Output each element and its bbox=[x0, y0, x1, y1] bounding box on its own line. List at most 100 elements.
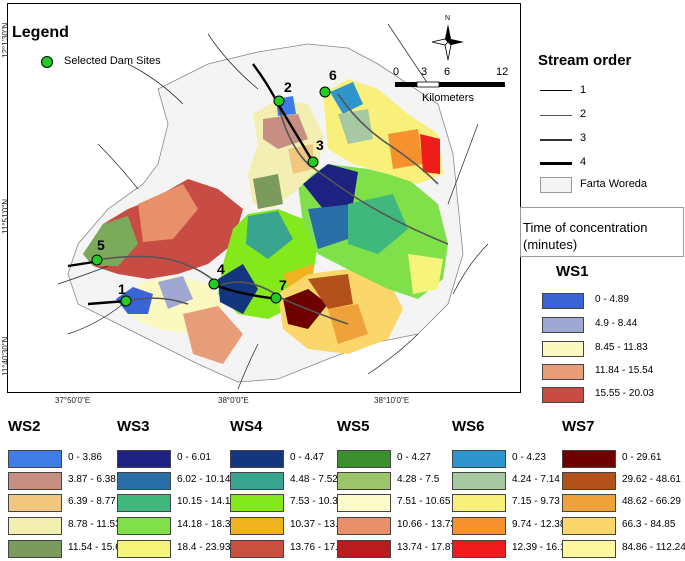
ws1-title: WS1 bbox=[556, 263, 589, 280]
streams-order-1 bbox=[57, 23, 489, 390]
ws4-swatch-3 bbox=[230, 494, 284, 512]
ws5-swatch-5 bbox=[337, 540, 391, 558]
ws1-swatch-4 bbox=[542, 364, 584, 380]
ws6-range-4: 9.74 - 12.38 bbox=[512, 519, 566, 530]
ws2-range-4: 8.78 - 11.53 bbox=[68, 519, 121, 530]
dam-site-4 bbox=[208, 278, 220, 290]
ws3-zone-blue bbox=[308, 204, 353, 249]
ws6-range-3: 7.15 - 9.73 bbox=[512, 496, 560, 507]
ws3-range-1: 0 - 6.01 bbox=[177, 452, 211, 463]
toc-box bbox=[520, 207, 684, 257]
ws3-range-4: 14.18 - 18.39 bbox=[177, 519, 236, 530]
ws5-range-3: 7.51 - 10.65 bbox=[397, 496, 451, 507]
ws7-range-2: 29.62 - 48.61 bbox=[622, 474, 681, 485]
watershed-map: 1 2 3 4 5 6 7 N bbox=[57, 15, 505, 390]
ws4-zone-teal bbox=[246, 211, 293, 259]
farta-woreda-label: Farta Woreda bbox=[580, 178, 648, 190]
stream-order-2-label: 2 bbox=[580, 108, 587, 120]
ws5-swatch-4 bbox=[337, 517, 391, 535]
farta-woreda-swatch bbox=[540, 177, 572, 193]
ws5-title: WS5 bbox=[337, 418, 370, 435]
dam-sites bbox=[91, 86, 331, 307]
ws2-swatch-2 bbox=[8, 472, 62, 490]
ws4-zone-navy bbox=[218, 264, 258, 314]
stream-order-1-line bbox=[540, 90, 572, 91]
dam-label-3: 3 bbox=[316, 137, 324, 153]
ws2-swatch-4 bbox=[8, 517, 62, 535]
dam-site-7 bbox=[270, 292, 282, 304]
ws4-swatch-2 bbox=[230, 472, 284, 490]
stream-order-4-line bbox=[540, 162, 572, 165]
toc-title-line1: Time of concentration bbox=[523, 220, 648, 235]
scale-tick-3: 3 bbox=[421, 66, 428, 78]
ws7-range-1: 0 - 29.61 bbox=[622, 452, 662, 463]
ws5-range-5: 13.74 - 17.87 bbox=[397, 542, 456, 553]
ws3-zone-yellow bbox=[408, 254, 443, 294]
coord-y-1: 12°1'30"N bbox=[1, 22, 10, 58]
ws7-zone-brown bbox=[308, 274, 353, 309]
dam-site-3 bbox=[307, 156, 319, 168]
ws4-swatch-1 bbox=[230, 450, 284, 468]
stream-order-4-label: 4 bbox=[580, 156, 587, 168]
ws2-zone-olive bbox=[253, 174, 283, 209]
ws7-swatch-1 bbox=[562, 450, 616, 468]
ws6-zone-orange bbox=[388, 129, 423, 169]
ws1-zone-salmon bbox=[183, 306, 243, 364]
ws3-swatch-4 bbox=[117, 517, 171, 535]
ws2-title: WS2 bbox=[8, 418, 41, 435]
ws1-swatch-1 bbox=[542, 293, 584, 309]
ws7-range-4: 66.3 - 84.85 bbox=[622, 519, 676, 530]
ws2-range-1: 0 - 3.86 bbox=[68, 452, 102, 463]
ws4-swatch-4 bbox=[230, 517, 284, 535]
dam-site-2 bbox=[273, 95, 285, 107]
ws1-zone-lavender bbox=[158, 276, 193, 309]
map-frame: 1 2 3 4 5 6 7 N Legend Selected Dam Site… bbox=[7, 3, 521, 393]
ws5-swatch-3 bbox=[337, 494, 391, 512]
coord-x-1: 37°50'0"E bbox=[55, 396, 91, 405]
stream-order-title: Stream order bbox=[538, 52, 632, 69]
north-label: N bbox=[445, 15, 450, 22]
ws1-swatch-5 bbox=[542, 387, 584, 403]
ws6-swatch-4 bbox=[452, 517, 506, 535]
ws3-zone-navy bbox=[303, 164, 358, 209]
ws7-swatch-3 bbox=[562, 494, 616, 512]
ws2-zone-rose bbox=[263, 114, 308, 149]
ws6-title: WS6 bbox=[452, 418, 485, 435]
dam-label-4: 4 bbox=[217, 261, 225, 277]
ws3-title: WS3 bbox=[117, 418, 150, 435]
ws3-swatch-5 bbox=[117, 540, 171, 558]
dam-sites-legend-icon bbox=[41, 56, 53, 68]
ws2-range-3: 6.39 - 8.77 bbox=[68, 496, 116, 507]
ws6-range-2: 4.24 - 7.14 bbox=[512, 474, 560, 485]
dam-label-5: 5 bbox=[97, 237, 105, 253]
ws6-swatch-5 bbox=[452, 540, 506, 558]
ws4-range-1: 0 - 4.47 bbox=[290, 452, 324, 463]
ws4-range-3: 7.53 - 10.36 bbox=[290, 496, 344, 507]
ws4-swatch-5 bbox=[230, 540, 284, 558]
dam-label-7: 7 bbox=[279, 277, 287, 293]
dam-site-1 bbox=[120, 295, 132, 307]
scale-unit: Kilometers bbox=[422, 92, 474, 104]
ws5-range-4: 10.66 - 13.73 bbox=[397, 519, 456, 530]
ws4-range-2: 4.48 - 7.52 bbox=[290, 474, 338, 485]
ws6-swatch-3 bbox=[452, 494, 506, 512]
ws4-range-4: 10.37 - 13.75 bbox=[290, 519, 349, 530]
scale-tick-12: 12 bbox=[496, 66, 509, 78]
ws7-title: WS7 bbox=[562, 418, 595, 435]
scale-tick-6: 6 bbox=[444, 66, 451, 78]
toc-title-line2: (minutes) bbox=[523, 237, 578, 252]
dam-label-2: 2 bbox=[284, 79, 292, 95]
ws5-zone-green bbox=[83, 216, 138, 266]
ws2-swatch-1 bbox=[8, 450, 62, 468]
stream-order-3-line bbox=[540, 139, 572, 141]
ws1-range-5: 15.55 - 20.03 bbox=[595, 388, 654, 399]
scale-tick-0: 0 bbox=[393, 66, 400, 78]
stream-order-1-label: 1 bbox=[580, 84, 587, 96]
ws2-swatch-3 bbox=[8, 494, 62, 512]
ws5-range-2: 4.28 - 7.5 bbox=[397, 474, 440, 485]
ws3-range-5: 18.4 - 23.93 bbox=[177, 542, 231, 553]
stream-order-3-label: 3 bbox=[580, 132, 587, 144]
ws5-zone-orange bbox=[138, 184, 198, 242]
ws6-zone-red bbox=[420, 134, 440, 174]
dam-label-1: 1 bbox=[118, 281, 126, 297]
